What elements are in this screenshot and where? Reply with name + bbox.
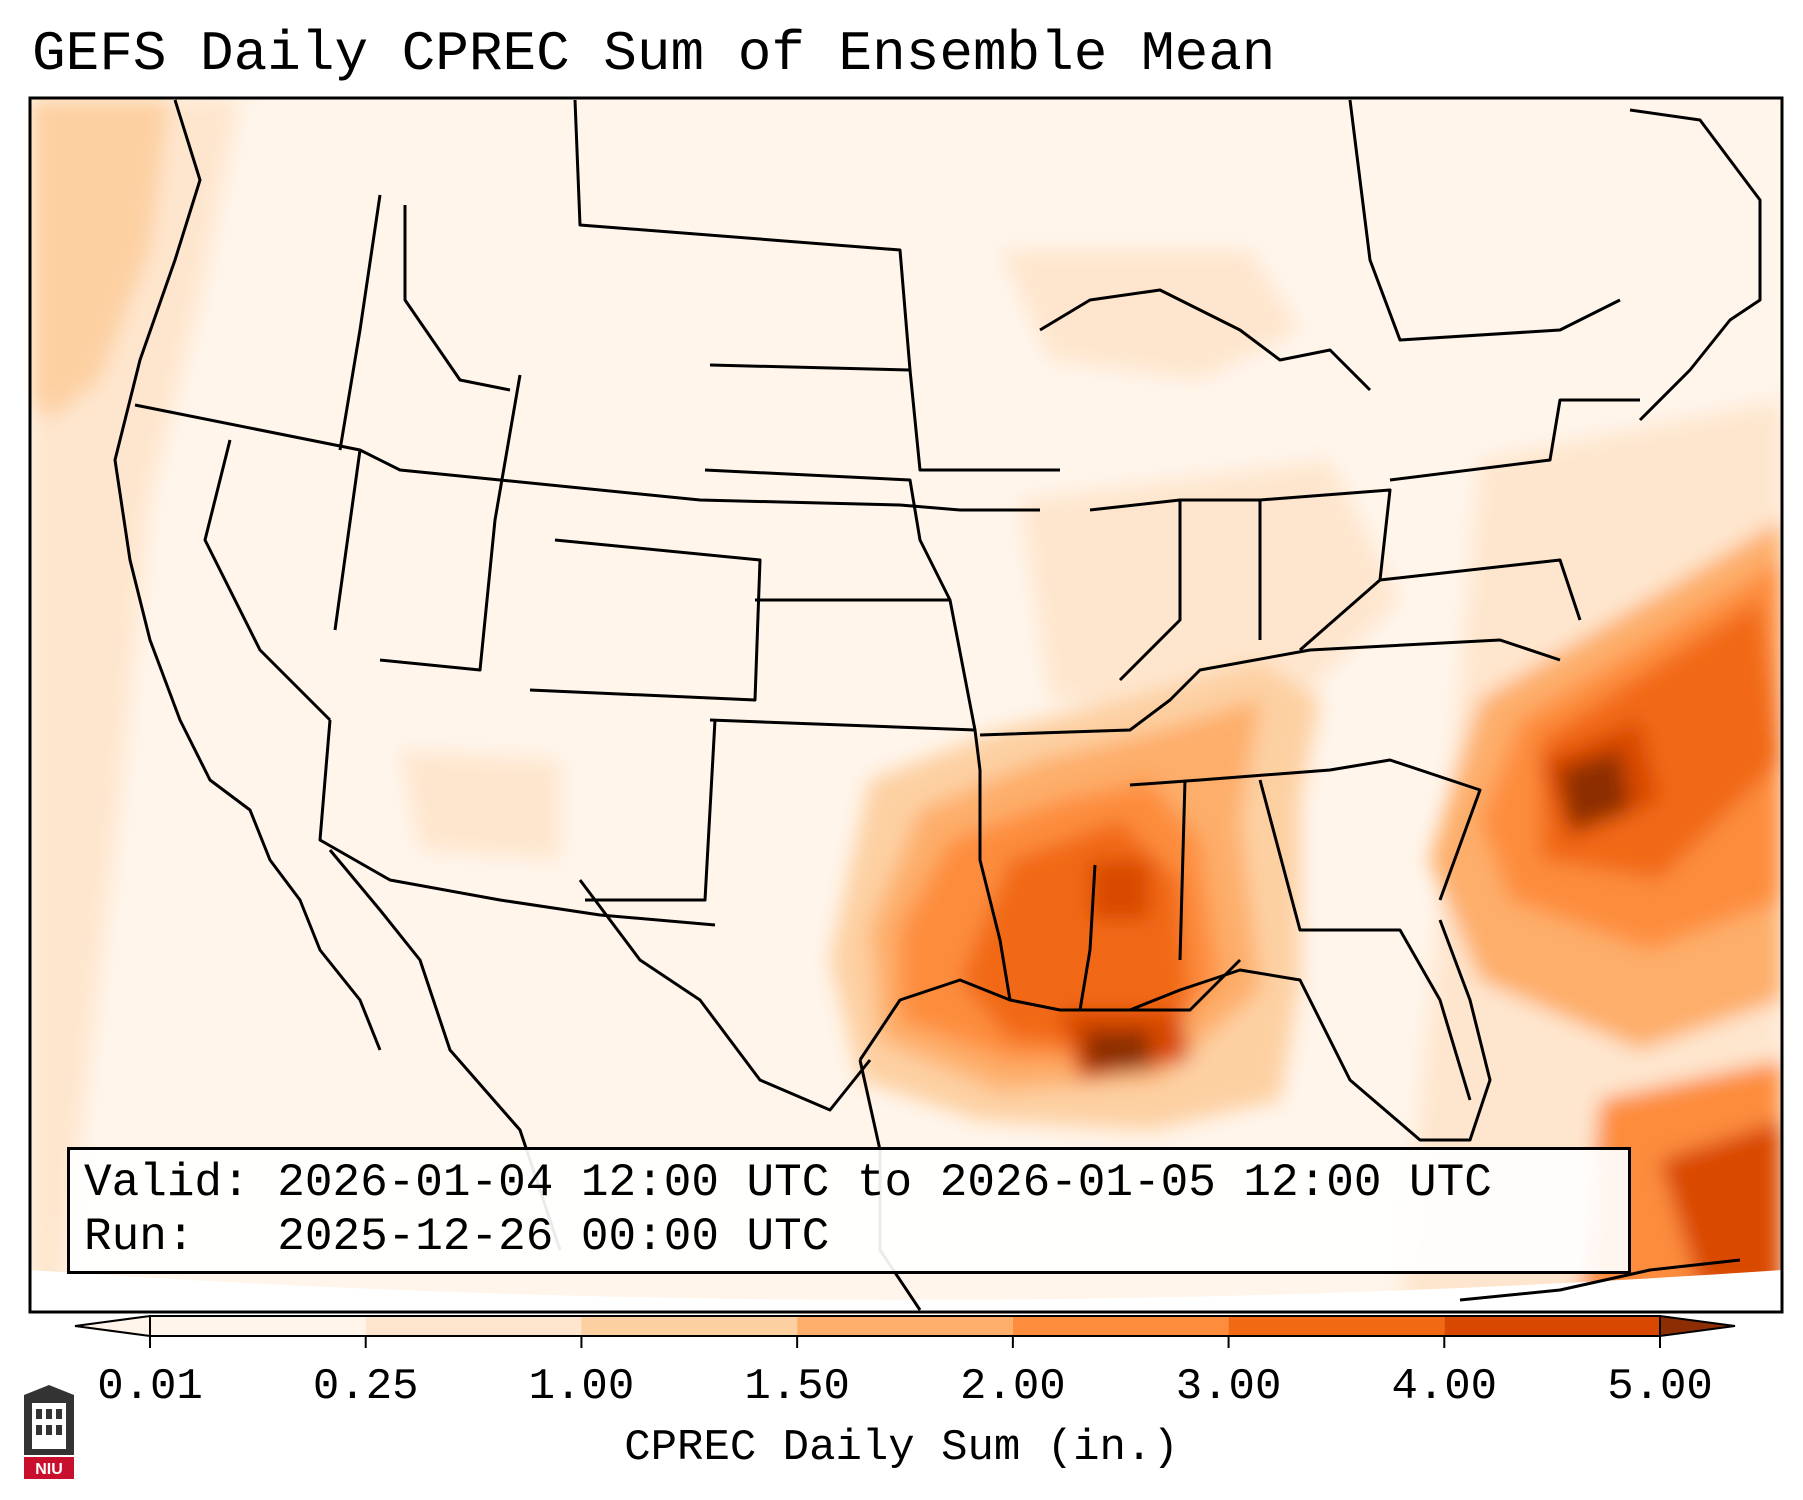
valid-row: Valid: 2026-01-04 12:00 UTC to 2026-01-0… <box>84 1156 1614 1210</box>
boundaries <box>113 99 1762 1311</box>
niu-logo-icon: NIU <box>24 1385 74 1479</box>
valid-label: Valid: <box>84 1157 250 1209</box>
run-row: Run: 2025-12-26 00:00 UTC <box>84 1210 1614 1264</box>
svg-text:NIU: NIU <box>35 1461 63 1478</box>
run-value: 2025-12-26 00:00 UTC <box>277 1211 830 1263</box>
colorbar-label: CPREC Daily Sum (in.) <box>624 1423 1179 1473</box>
precip-field <box>30 98 1782 1312</box>
page-title: GEFS Daily CPREC Sum of Ensemble Mean <box>32 22 1276 86</box>
run-label: Run: <box>84 1211 195 1263</box>
valid-value: 2026-01-04 12:00 UTC to 2026-01-05 12:00… <box>277 1157 1492 1209</box>
valid-run-box: Valid: 2026-01-04 12:00 UTC to 2026-01-0… <box>67 1147 1631 1274</box>
